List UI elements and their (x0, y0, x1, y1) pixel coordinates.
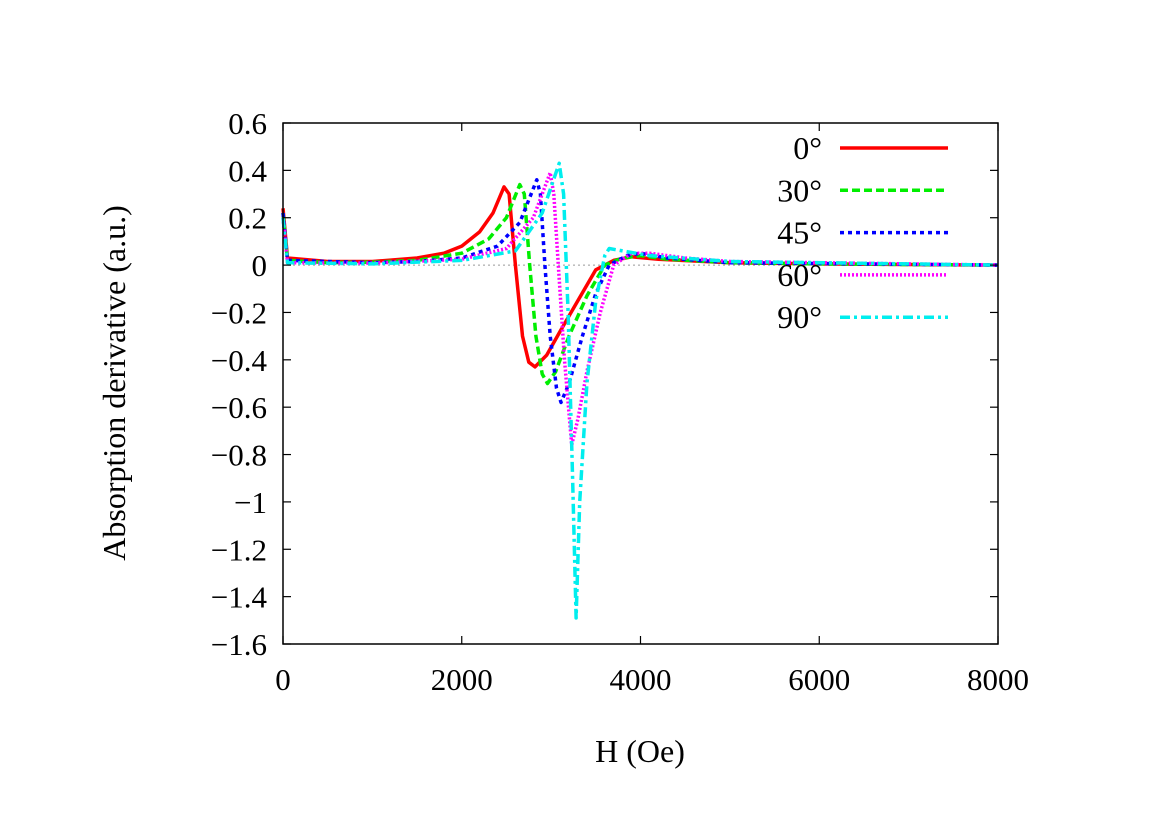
x-tick-label: 0 (275, 662, 291, 697)
series-layer (281, 161, 999, 620)
series-line-0 (281, 185, 999, 369)
y-tick-label: −1 (234, 485, 267, 520)
series-line-1 (281, 182, 999, 386)
y-tick-label: −0.2 (211, 295, 267, 330)
y-axis-label: Absorption derivative (a.u.) (96, 205, 132, 560)
y-tick-label: −1.4 (211, 580, 268, 615)
series-line-3 (281, 170, 999, 447)
legend-label: 0° (793, 130, 822, 166)
series-line-2 (281, 178, 999, 405)
y-tick-label: 0.2 (228, 201, 267, 236)
y-tick-label: 0.4 (228, 153, 267, 188)
plot-frame (282, 122, 999, 645)
x-tick-label: 6000 (788, 662, 850, 697)
x-tick-label: 2000 (431, 662, 493, 697)
y-tick-label: −0.4 (211, 343, 268, 378)
y-tick-label: 0 (252, 248, 268, 283)
series-line-4 (281, 161, 999, 620)
y-tick-label: 0.6 (228, 106, 267, 141)
legend: 0° 30° 45° 60° 90° (777, 130, 948, 335)
x-tick-label: 4000 (610, 662, 672, 697)
legend-label: 45° (777, 215, 822, 251)
ticks: 0 2000 4000 6000 8000 0.6 0.4 0.2 0 −0.2 −0.4 −0.6 −… (211, 106, 1029, 697)
y-tick-label: −0.6 (211, 390, 267, 425)
legend-label: 30° (777, 172, 822, 208)
y-tick-label: −1.6 (211, 627, 267, 662)
y-tick-label: −1.2 (211, 532, 267, 567)
y-tick-label: −0.8 (211, 438, 267, 473)
legend-label: 60° (777, 257, 822, 293)
x-axis-label: H (Oe) (595, 733, 685, 769)
legend-label: 90° (777, 299, 822, 335)
x-tick-label: 8000 (967, 662, 1029, 697)
